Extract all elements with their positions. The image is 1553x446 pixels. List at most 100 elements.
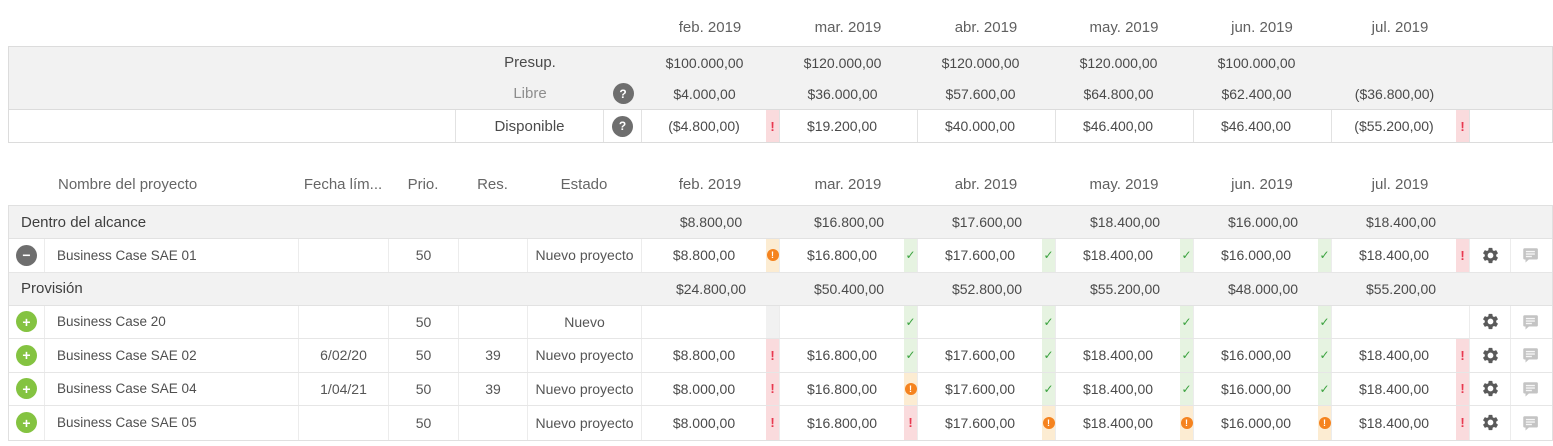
- expand-toggle-icon[interactable]: [16, 378, 37, 400]
- comment-icon: [1523, 248, 1538, 263]
- resources-cell[interactable]: [459, 305, 528, 338]
- comment-button[interactable]: [1511, 406, 1549, 440]
- collapse-toggle-icon[interactable]: [16, 244, 37, 266]
- due-date-cell[interactable]: 6/02/20: [299, 339, 389, 372]
- status-cell[interactable]: Nuevo: [528, 305, 642, 338]
- month-value-cell[interactable]: $16.800,00: [780, 372, 918, 405]
- resources-cell[interactable]: 39: [459, 339, 528, 372]
- month-value-cell[interactable]: $8.000,00: [642, 372, 780, 405]
- presup-value: $100.000,00: [1217, 54, 1296, 71]
- month-value-cell[interactable]: $16.000,00: [1194, 406, 1332, 440]
- month-value-cell[interactable]: $18.400,00: [1332, 239, 1470, 272]
- project-name[interactable]: Business Case SAE 02: [45, 339, 299, 372]
- month-value-cell[interactable]: [1056, 305, 1194, 338]
- comment-button[interactable]: [1511, 306, 1549, 339]
- month-value-cell[interactable]: $17.600,00: [918, 406, 1056, 440]
- summary-months-header: feb. 2019 mar. 2019 abr. 2019 may. 2019 …: [8, 8, 1553, 46]
- disponible-value: ($55.200,00): [1354, 118, 1434, 134]
- status-indicator: [904, 305, 917, 338]
- month-value-cell[interactable]: $18.400,00: [1332, 406, 1470, 440]
- group-total: $16.000,00: [1227, 214, 1299, 230]
- priority-cell[interactable]: 50: [389, 406, 459, 440]
- comment-button[interactable]: [1511, 373, 1549, 406]
- settings-button[interactable]: [1470, 239, 1511, 272]
- resources-cell[interactable]: 39: [459, 372, 528, 405]
- month-value-cell[interactable]: $8.800,00: [642, 239, 780, 272]
- month-value-cell[interactable]: $17.600,00: [918, 372, 1056, 405]
- gear-icon: [1482, 347, 1498, 363]
- month-value-cell[interactable]: $8.800,00: [642, 339, 780, 372]
- status-cell[interactable]: Nuevo proyecto: [528, 372, 642, 405]
- due-date-cell[interactable]: [299, 305, 389, 338]
- status-indicator: [1042, 239, 1055, 272]
- project-name[interactable]: Business Case 20: [45, 305, 299, 338]
- month-value-cell[interactable]: $18.400,00: [1056, 339, 1194, 372]
- month-value-cell[interactable]: $16.000,00: [1194, 339, 1332, 372]
- resources-cell[interactable]: [459, 239, 528, 272]
- month-value-cell[interactable]: $16.800,00: [780, 239, 918, 272]
- month-value-cell[interactable]: [642, 305, 780, 338]
- column-header-nombre[interactable]: Nombre del proyecto: [58, 175, 198, 193]
- column-header-res[interactable]: Res.: [477, 175, 508, 193]
- column-header-fecha[interactable]: Fecha lím...: [303, 175, 383, 193]
- expand-toggle-icon[interactable]: [16, 344, 37, 366]
- column-header-prio[interactable]: Prio.: [407, 175, 439, 193]
- status-indicator: [1042, 110, 1055, 142]
- priority-cell[interactable]: 50: [389, 372, 459, 405]
- due-date-cell[interactable]: [299, 406, 389, 440]
- month-value-cell[interactable]: $18.400,00: [1332, 339, 1470, 372]
- month-value-cell[interactable]: $18.400,00: [1056, 239, 1194, 272]
- status-indicator: [1180, 372, 1193, 405]
- month-value-cell[interactable]: $17.600,00: [918, 239, 1056, 272]
- status-indicator: [1319, 47, 1332, 78]
- project-name[interactable]: Business Case SAE 04: [45, 372, 299, 405]
- settings-button[interactable]: [1470, 372, 1511, 405]
- month-value-cell[interactable]: $8.000,00: [642, 406, 780, 440]
- settings-button[interactable]: [1470, 406, 1511, 440]
- help-icon[interactable]: [612, 115, 633, 137]
- status-indicator: [1457, 47, 1470, 78]
- month-header-feb: feb. 2019: [678, 18, 742, 36]
- month-value-cell[interactable]: $16.800,00: [780, 339, 918, 372]
- month-header-mar: mar. 2019: [814, 18, 882, 36]
- status-cell[interactable]: Nuevo proyecto: [528, 339, 642, 372]
- summary-row-presupuesto: Presup. $100.000,00 $120.000,00 $120.000…: [9, 47, 1552, 78]
- month-value-cell[interactable]: [1194, 305, 1332, 338]
- expand-toggle-icon[interactable]: [16, 412, 37, 434]
- month-value-cell[interactable]: [918, 305, 1056, 338]
- month-value-cell[interactable]: $17.600,00: [918, 339, 1056, 372]
- status-cell[interactable]: Nuevo proyecto: [528, 406, 642, 440]
- project-name[interactable]: Business Case SAE 05: [45, 406, 299, 440]
- status-indicator: [766, 406, 779, 440]
- comment-icon: [1523, 315, 1538, 330]
- month-value-cell[interactable]: [1332, 305, 1470, 338]
- column-header-estado[interactable]: Estado: [560, 175, 608, 193]
- priority-cell[interactable]: 50: [389, 239, 459, 272]
- status-indicator: [1318, 372, 1331, 405]
- resources-cell[interactable]: [459, 406, 528, 440]
- project-name[interactable]: Business Case SAE 01: [45, 239, 299, 272]
- month-value-cell[interactable]: [780, 305, 918, 338]
- month-value-cell[interactable]: $18.400,00: [1332, 372, 1470, 405]
- expand-toggle-icon[interactable]: [16, 311, 37, 333]
- month-value-cell[interactable]: $16.000,00: [1194, 239, 1332, 272]
- group-total: $24.800,00: [675, 280, 747, 297]
- settings-button[interactable]: [1470, 305, 1511, 338]
- status-cell[interactable]: Nuevo proyecto: [528, 239, 642, 272]
- month-value-cell[interactable]: $16.000,00: [1194, 372, 1332, 405]
- help-icon[interactable]: [612, 83, 634, 104]
- due-date-cell[interactable]: 1/04/21: [299, 372, 389, 405]
- status-indicator: [904, 239, 917, 272]
- gear-icon: [1482, 381, 1498, 397]
- comment-button[interactable]: [1511, 339, 1549, 372]
- month-value-cell[interactable]: $18.400,00: [1056, 372, 1194, 405]
- group-total: $48.000,00: [1227, 280, 1299, 297]
- priority-cell[interactable]: 50: [389, 339, 459, 372]
- due-date-cell[interactable]: [299, 239, 389, 272]
- settings-button[interactable]: [1470, 339, 1511, 372]
- priority-cell[interactable]: 50: [389, 305, 459, 338]
- group-total: $55.200,00: [1365, 280, 1437, 297]
- comment-button[interactable]: [1511, 239, 1549, 272]
- month-value-cell[interactable]: $18.400,00: [1056, 406, 1194, 440]
- month-value-cell[interactable]: $16.800,00: [780, 406, 918, 440]
